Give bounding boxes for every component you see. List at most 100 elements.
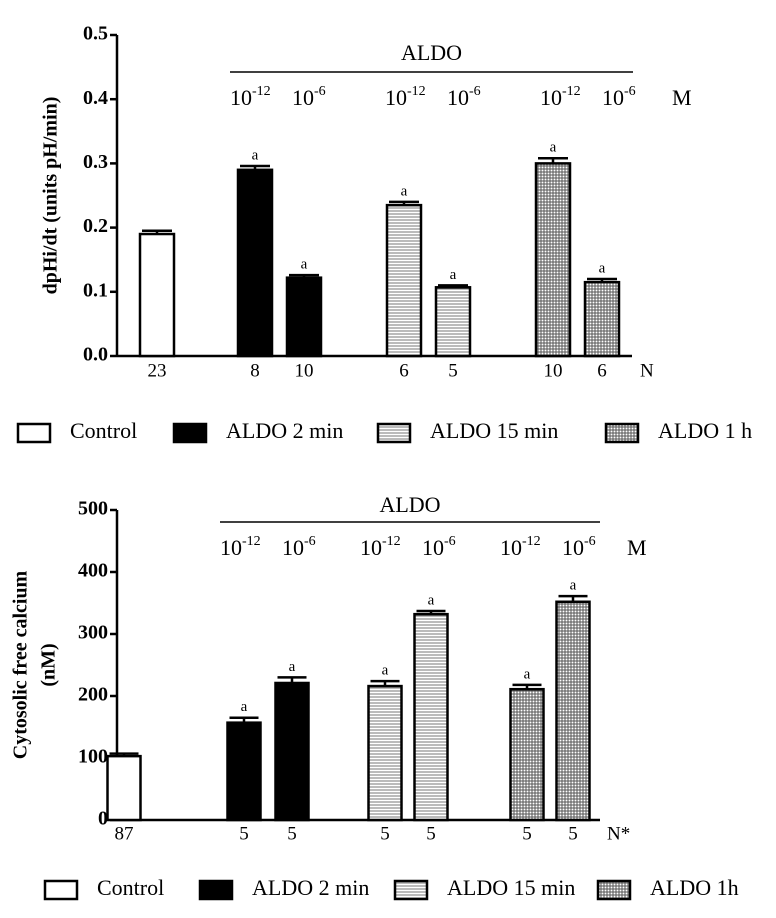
dose-exponent: -12 xyxy=(252,84,271,99)
dose-exponent: -12 xyxy=(522,534,541,549)
bar xyxy=(385,203,423,358)
legend-label: ALDO 15 min xyxy=(447,875,575,900)
y-tick-label: 500 xyxy=(78,498,108,520)
y-tick-label: 400 xyxy=(78,560,108,582)
legend-label: ALDO 2 min xyxy=(252,875,369,900)
n-value: 23 xyxy=(148,360,167,381)
dose-base: 10 xyxy=(360,535,382,560)
dose-base: 10 xyxy=(540,85,562,110)
legend-swatch xyxy=(16,422,52,444)
legend-swatch xyxy=(604,422,640,444)
dose-label: 10-12 xyxy=(360,534,401,560)
legend-label: ALDO 1h xyxy=(650,875,739,900)
n-value: 5 xyxy=(380,823,390,844)
dose-label: 10-6 xyxy=(292,84,326,110)
significance-label: a xyxy=(252,147,259,163)
dose-label: 10-12 xyxy=(385,84,426,110)
n-value: 10 xyxy=(295,360,314,381)
bar xyxy=(434,286,472,358)
y-tick-label: 200 xyxy=(78,684,108,706)
legend-swatch xyxy=(376,422,412,444)
bar xyxy=(534,162,572,358)
legend-label: ALDO 2 min xyxy=(226,418,343,443)
n-value: 5 xyxy=(522,823,532,844)
y-tick-label: 300 xyxy=(78,622,108,644)
y-tick-label: 0.1 xyxy=(83,279,108,301)
dose-label: 10-6 xyxy=(447,84,481,110)
n-value: 8 xyxy=(250,360,260,381)
dose-exponent: -6 xyxy=(624,84,636,99)
dose-label: 10-6 xyxy=(422,534,456,560)
bar xyxy=(555,600,591,822)
y-tick-label: 0.3 xyxy=(83,151,108,173)
dose-label: 10-12 xyxy=(540,84,581,110)
dose-base: 10 xyxy=(447,85,469,110)
dose-label: 10-6 xyxy=(602,84,636,110)
bar xyxy=(583,280,621,358)
dose-exponent: -6 xyxy=(469,84,481,99)
bar xyxy=(106,754,142,822)
n-value: 10 xyxy=(544,360,563,381)
y-tick-label: 0.4 xyxy=(83,87,108,109)
n-label: N* xyxy=(607,823,630,844)
dose-exponent: -6 xyxy=(584,534,596,549)
n-value: 5 xyxy=(448,360,458,381)
bar xyxy=(274,681,310,822)
n-label: N xyxy=(640,360,654,381)
dose-base: 10 xyxy=(500,535,522,560)
n-value: 6 xyxy=(399,360,409,381)
dose-unit: M xyxy=(627,535,647,560)
dose-base: 10 xyxy=(282,535,304,560)
dose-base: 10 xyxy=(602,85,624,110)
significance-label: a xyxy=(550,140,557,156)
y-tick-label: 0.2 xyxy=(83,215,108,237)
significance-label: a xyxy=(450,267,457,283)
legend-label: ALDO 15 min xyxy=(430,418,558,443)
significance-label: a xyxy=(382,663,389,679)
legend-swatch xyxy=(596,879,632,901)
significance-label: a xyxy=(524,666,531,682)
dose-exponent: -6 xyxy=(444,534,456,549)
n-value: 5 xyxy=(287,823,297,844)
dose-base: 10 xyxy=(230,85,252,110)
dose-exponent: -6 xyxy=(304,534,316,549)
dose-base: 10 xyxy=(385,85,407,110)
dose-label: 10-6 xyxy=(282,534,316,560)
significance-label: a xyxy=(599,260,606,276)
dose-base: 10 xyxy=(562,535,584,560)
y-axis-label: Cytosolic free calcium xyxy=(10,570,32,759)
dose-label: 10-12 xyxy=(220,534,261,560)
dose-exponent: -6 xyxy=(314,84,326,99)
n-value: 5 xyxy=(239,823,249,844)
significance-label: a xyxy=(570,578,577,594)
y-tick-label: 100 xyxy=(78,746,108,768)
y-tick-label: 0 xyxy=(98,808,108,830)
dose-exponent: -12 xyxy=(562,84,581,99)
significance-label: a xyxy=(401,183,408,199)
n-value: 6 xyxy=(597,360,607,381)
legend-swatch xyxy=(393,879,429,901)
y-axis-label: (nM) xyxy=(38,643,60,686)
legend-swatch xyxy=(198,879,234,901)
bar xyxy=(509,687,545,822)
bar xyxy=(236,168,274,358)
n-value: 5 xyxy=(568,823,578,844)
dose-base: 10 xyxy=(220,535,242,560)
dose-label: 10-12 xyxy=(500,534,541,560)
bar xyxy=(226,721,262,822)
group-label: ALDO xyxy=(379,492,440,517)
n-value: 87 xyxy=(115,823,134,844)
dose-base: 10 xyxy=(422,535,444,560)
legend-label: Control xyxy=(97,875,164,900)
legend-label: ALDO 1 h xyxy=(658,418,752,443)
significance-label: a xyxy=(428,592,435,608)
dose-unit: M xyxy=(672,85,692,110)
bar xyxy=(138,232,176,358)
legend-swatch xyxy=(172,422,208,444)
dose-base: 10 xyxy=(292,85,314,110)
legend-label: Control xyxy=(70,418,137,443)
significance-label: a xyxy=(301,257,308,273)
group-label: ALDO xyxy=(401,40,462,65)
dose-exponent: -12 xyxy=(242,534,261,549)
